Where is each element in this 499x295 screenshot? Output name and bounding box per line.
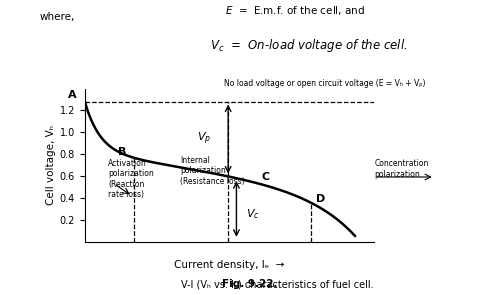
- Text: Concentration
polarization: Concentration polarization: [374, 159, 429, 179]
- Text: $V_c$: $V_c$: [246, 208, 260, 221]
- Text: $E$  =  E.m.f. of the cell, and: $E$ = E.m.f. of the cell, and: [225, 4, 365, 17]
- Text: Current density, Iₑ  →: Current density, Iₑ →: [174, 260, 285, 270]
- Text: A: A: [68, 90, 76, 100]
- Y-axis label: Cell voltage, Vₕ: Cell voltage, Vₕ: [45, 125, 55, 205]
- Text: where,: where,: [40, 12, 75, 22]
- Text: Internal
polarization
(Resistance loss): Internal polarization (Resistance loss): [180, 156, 245, 186]
- Text: C: C: [261, 171, 269, 181]
- Text: $V_c$  =  On-load voltage of the cell.: $V_c$ = On-load voltage of the cell.: [210, 37, 407, 54]
- Text: Fig. 9.22.: Fig. 9.22.: [222, 279, 277, 289]
- Text: No load voltage or open circuit voltage (E = Vₕ + Vₚ): No load voltage or open circuit voltage …: [224, 79, 425, 88]
- Text: D: D: [316, 194, 326, 204]
- Text: B: B: [118, 147, 126, 157]
- Text: $V_p$: $V_p$: [198, 131, 212, 147]
- Text: V-I (Vₕ vs. Iₑ) characteristics of fuel cell.: V-I (Vₕ vs. Iₑ) characteristics of fuel …: [181, 279, 373, 289]
- Text: Activation
polarization
(Reaction
rate loss): Activation polarization (Reaction rate l…: [108, 159, 154, 199]
